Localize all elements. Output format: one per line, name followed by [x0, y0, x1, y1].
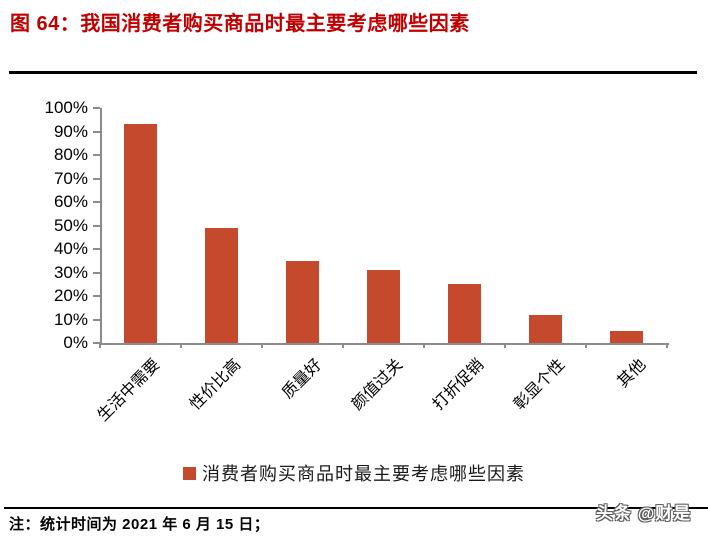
y-tick-mark — [93, 177, 100, 180]
x-tick-mark — [342, 343, 344, 348]
y-tick-mark — [93, 271, 100, 274]
y-tick-label: 0% — [63, 333, 88, 352]
y-tick-mark — [93, 154, 100, 156]
x-tick-mark — [504, 343, 506, 348]
y-tick-mark — [93, 201, 100, 203]
x-tick-mark — [261, 343, 263, 348]
y-tick-label: 60% — [53, 192, 88, 211]
bar-其他 — [610, 331, 643, 343]
bar-打折促销 — [448, 284, 481, 343]
footnote: 注：统计时间为 2021 年 6 月 15 日； — [9, 516, 270, 533]
y-tick-mark — [93, 318, 100, 321]
y-tick-label: 40% — [53, 239, 88, 258]
y-axis-line — [100, 108, 102, 345]
x-tick-mark — [99, 343, 101, 348]
y-tick-label: 30% — [53, 262, 88, 282]
x-tick-mark — [180, 343, 182, 348]
bar-颜值过关 — [367, 270, 400, 343]
y-tick-mark — [93, 295, 100, 297]
y-tick-mark — [93, 248, 100, 250]
y-tick-mark — [93, 342, 100, 344]
bar-性价比高 — [205, 227, 238, 343]
y-tick-mark — [93, 107, 100, 109]
y-tick-label: 80% — [53, 145, 88, 164]
y-tick-label: 100% — [44, 98, 88, 117]
chart-legend: 消费者购买商品时最主要考虑哪些因素 — [0, 460, 708, 486]
y-tick-mark — [93, 224, 100, 227]
y-tick-mark — [93, 130, 100, 133]
x-tick-mark — [666, 343, 668, 348]
title-divider-rule — [9, 71, 697, 74]
footer-divider-rule — [4, 507, 708, 509]
y-tick-label: 70% — [53, 168, 88, 188]
y-tick-label: 50% — [53, 215, 88, 235]
x-tick-mark — [585, 343, 587, 348]
y-tick-label: 90% — [53, 121, 88, 141]
bar-chart: 100% 90% 80% 70% 60% 50% 40% 30% 20% 10% 0% 生活中需要性… — [44, 98, 669, 425]
y-tick-label: 10% — [53, 309, 88, 329]
x-tick-mark — [423, 343, 425, 348]
watermark: 头条 @财是 — [596, 504, 692, 523]
figure-title: 图 64：我国消费者购买商品时最主要考虑哪些因素 — [10, 13, 470, 35]
bar-质量好 — [286, 260, 319, 343]
bar-生活中需要 — [124, 124, 157, 343]
y-tick-label: 20% — [53, 286, 88, 305]
legend-label: 消费者购买商品时最主要考虑哪些因素 — [202, 464, 525, 484]
legend-swatch-icon — [183, 466, 196, 480]
x-axis-line — [100, 343, 669, 345]
bar-彰显个性 — [529, 314, 562, 343]
